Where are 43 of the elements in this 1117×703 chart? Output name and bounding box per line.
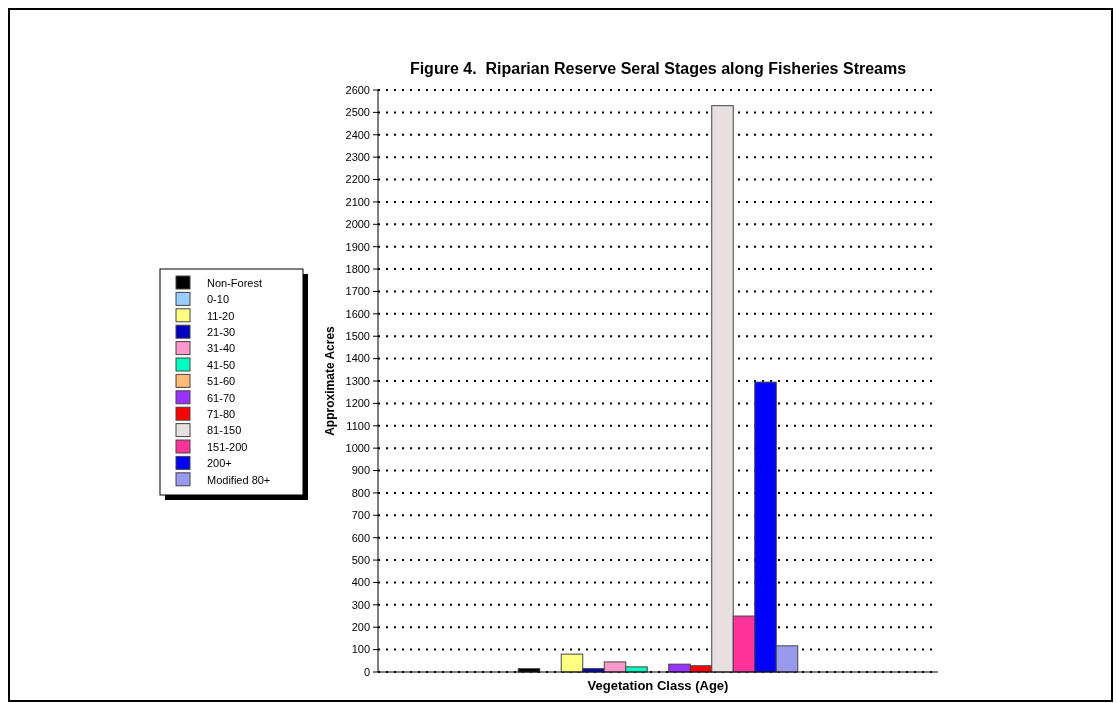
y-tick-label: 400 xyxy=(351,576,370,589)
y-tick-label: 2300 xyxy=(345,151,370,163)
legend-label: 61-70 xyxy=(207,391,236,404)
legend-label: 21-30 xyxy=(207,326,236,339)
y-tick-label: 900 xyxy=(351,464,370,477)
y-tick-label: 300 xyxy=(351,598,370,611)
y-tick-label: 2100 xyxy=(345,195,370,208)
y-tick-label: 1500 xyxy=(345,330,370,343)
legend-label: 51-60 xyxy=(207,375,236,388)
y-tick-label: 2200 xyxy=(345,173,370,186)
legend-label: 200+ xyxy=(207,457,232,470)
y-tick-label: 800 xyxy=(351,486,370,499)
y-tick-label: 1100 xyxy=(346,419,370,432)
y-tick-label: 1300 xyxy=(345,374,370,387)
y-tick-label: 1000 xyxy=(345,442,370,454)
y-tick-label: 1400 xyxy=(345,352,370,365)
y-tick-label: 2400 xyxy=(345,128,370,141)
y-tick-label: 700 xyxy=(351,509,370,522)
y-tick-label: 200 xyxy=(351,621,370,634)
x-axis-title: Vegetation Class (Age) xyxy=(587,678,729,693)
y-tick-label: 1200 xyxy=(345,397,370,410)
y-axis-title: Approximate Acres xyxy=(323,325,337,436)
y-tick-label: 1700 xyxy=(345,285,370,298)
legend-label: 0-10 xyxy=(207,293,230,306)
legend-label: 41-50 xyxy=(207,358,236,371)
y-tick-label: 1600 xyxy=(345,307,370,320)
legend-label: 31-40 xyxy=(207,342,236,355)
y-tick-label: 0 xyxy=(363,665,370,678)
legend-label: Non-Forest xyxy=(207,276,263,289)
legend-label: Modified 80+ xyxy=(207,473,271,486)
y-tick-label: 2000 xyxy=(345,218,370,231)
legend-label: 81-150 xyxy=(207,424,242,437)
y-tick-label: 2600 xyxy=(345,83,370,96)
legend-label: 151-200 xyxy=(207,440,248,453)
chart-title: Figure 4. Riparian Reserve Seral Stages along Fisheries Streams xyxy=(409,60,907,77)
legend-label: 11-20 xyxy=(207,309,235,322)
y-tick-label: 1900 xyxy=(345,240,370,253)
y-tick-label: 100 xyxy=(351,643,370,656)
y-tick-label: 1800 xyxy=(345,262,370,275)
y-tick-label: 2500 xyxy=(345,106,370,119)
y-tick-label: 600 xyxy=(351,531,370,544)
legend-label: 71-80 xyxy=(207,408,236,421)
y-tick-label: 500 xyxy=(351,553,370,566)
